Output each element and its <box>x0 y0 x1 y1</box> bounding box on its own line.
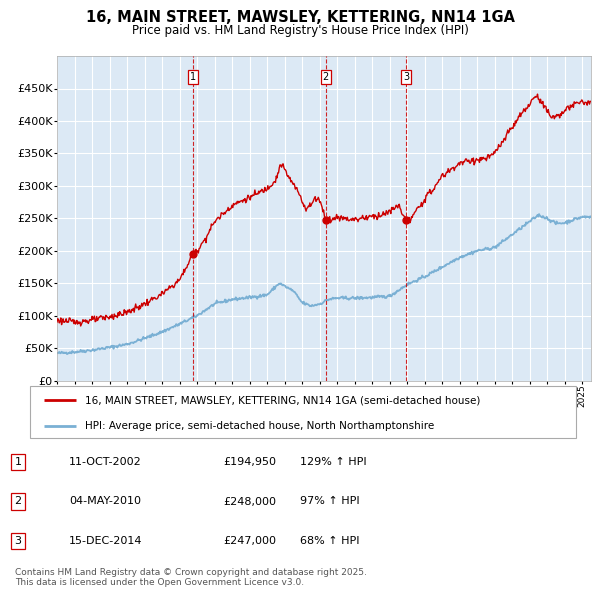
Text: 68% ↑ HPI: 68% ↑ HPI <box>300 536 359 546</box>
Text: 2: 2 <box>14 497 22 506</box>
Text: Contains HM Land Registry data © Crown copyright and database right 2025.: Contains HM Land Registry data © Crown c… <box>15 568 367 576</box>
Text: 1: 1 <box>14 457 22 467</box>
Text: This data is licensed under the Open Government Licence v3.0.: This data is licensed under the Open Gov… <box>15 578 304 587</box>
Text: 97% ↑ HPI: 97% ↑ HPI <box>300 497 359 506</box>
Text: 15-DEC-2014: 15-DEC-2014 <box>69 536 143 546</box>
Text: 3: 3 <box>14 536 22 546</box>
Text: 3: 3 <box>403 72 410 82</box>
Text: 04-MAY-2010: 04-MAY-2010 <box>69 497 141 506</box>
Text: HPI: Average price, semi-detached house, North Northamptonshire: HPI: Average price, semi-detached house,… <box>85 421 434 431</box>
Text: 1: 1 <box>190 72 196 82</box>
Text: £248,000: £248,000 <box>223 497 276 506</box>
Text: 16, MAIN STREET, MAWSLEY, KETTERING, NN14 1GA (semi-detached house): 16, MAIN STREET, MAWSLEY, KETTERING, NN1… <box>85 395 480 405</box>
Text: 11-OCT-2002: 11-OCT-2002 <box>69 457 142 467</box>
Text: 129% ↑ HPI: 129% ↑ HPI <box>300 457 367 467</box>
Text: £247,000: £247,000 <box>223 536 276 546</box>
Text: 2: 2 <box>322 72 329 82</box>
Text: Price paid vs. HM Land Registry's House Price Index (HPI): Price paid vs. HM Land Registry's House … <box>131 24 469 37</box>
Text: 16, MAIN STREET, MAWSLEY, KETTERING, NN14 1GA: 16, MAIN STREET, MAWSLEY, KETTERING, NN1… <box>86 10 515 25</box>
Text: £194,950: £194,950 <box>223 457 276 467</box>
